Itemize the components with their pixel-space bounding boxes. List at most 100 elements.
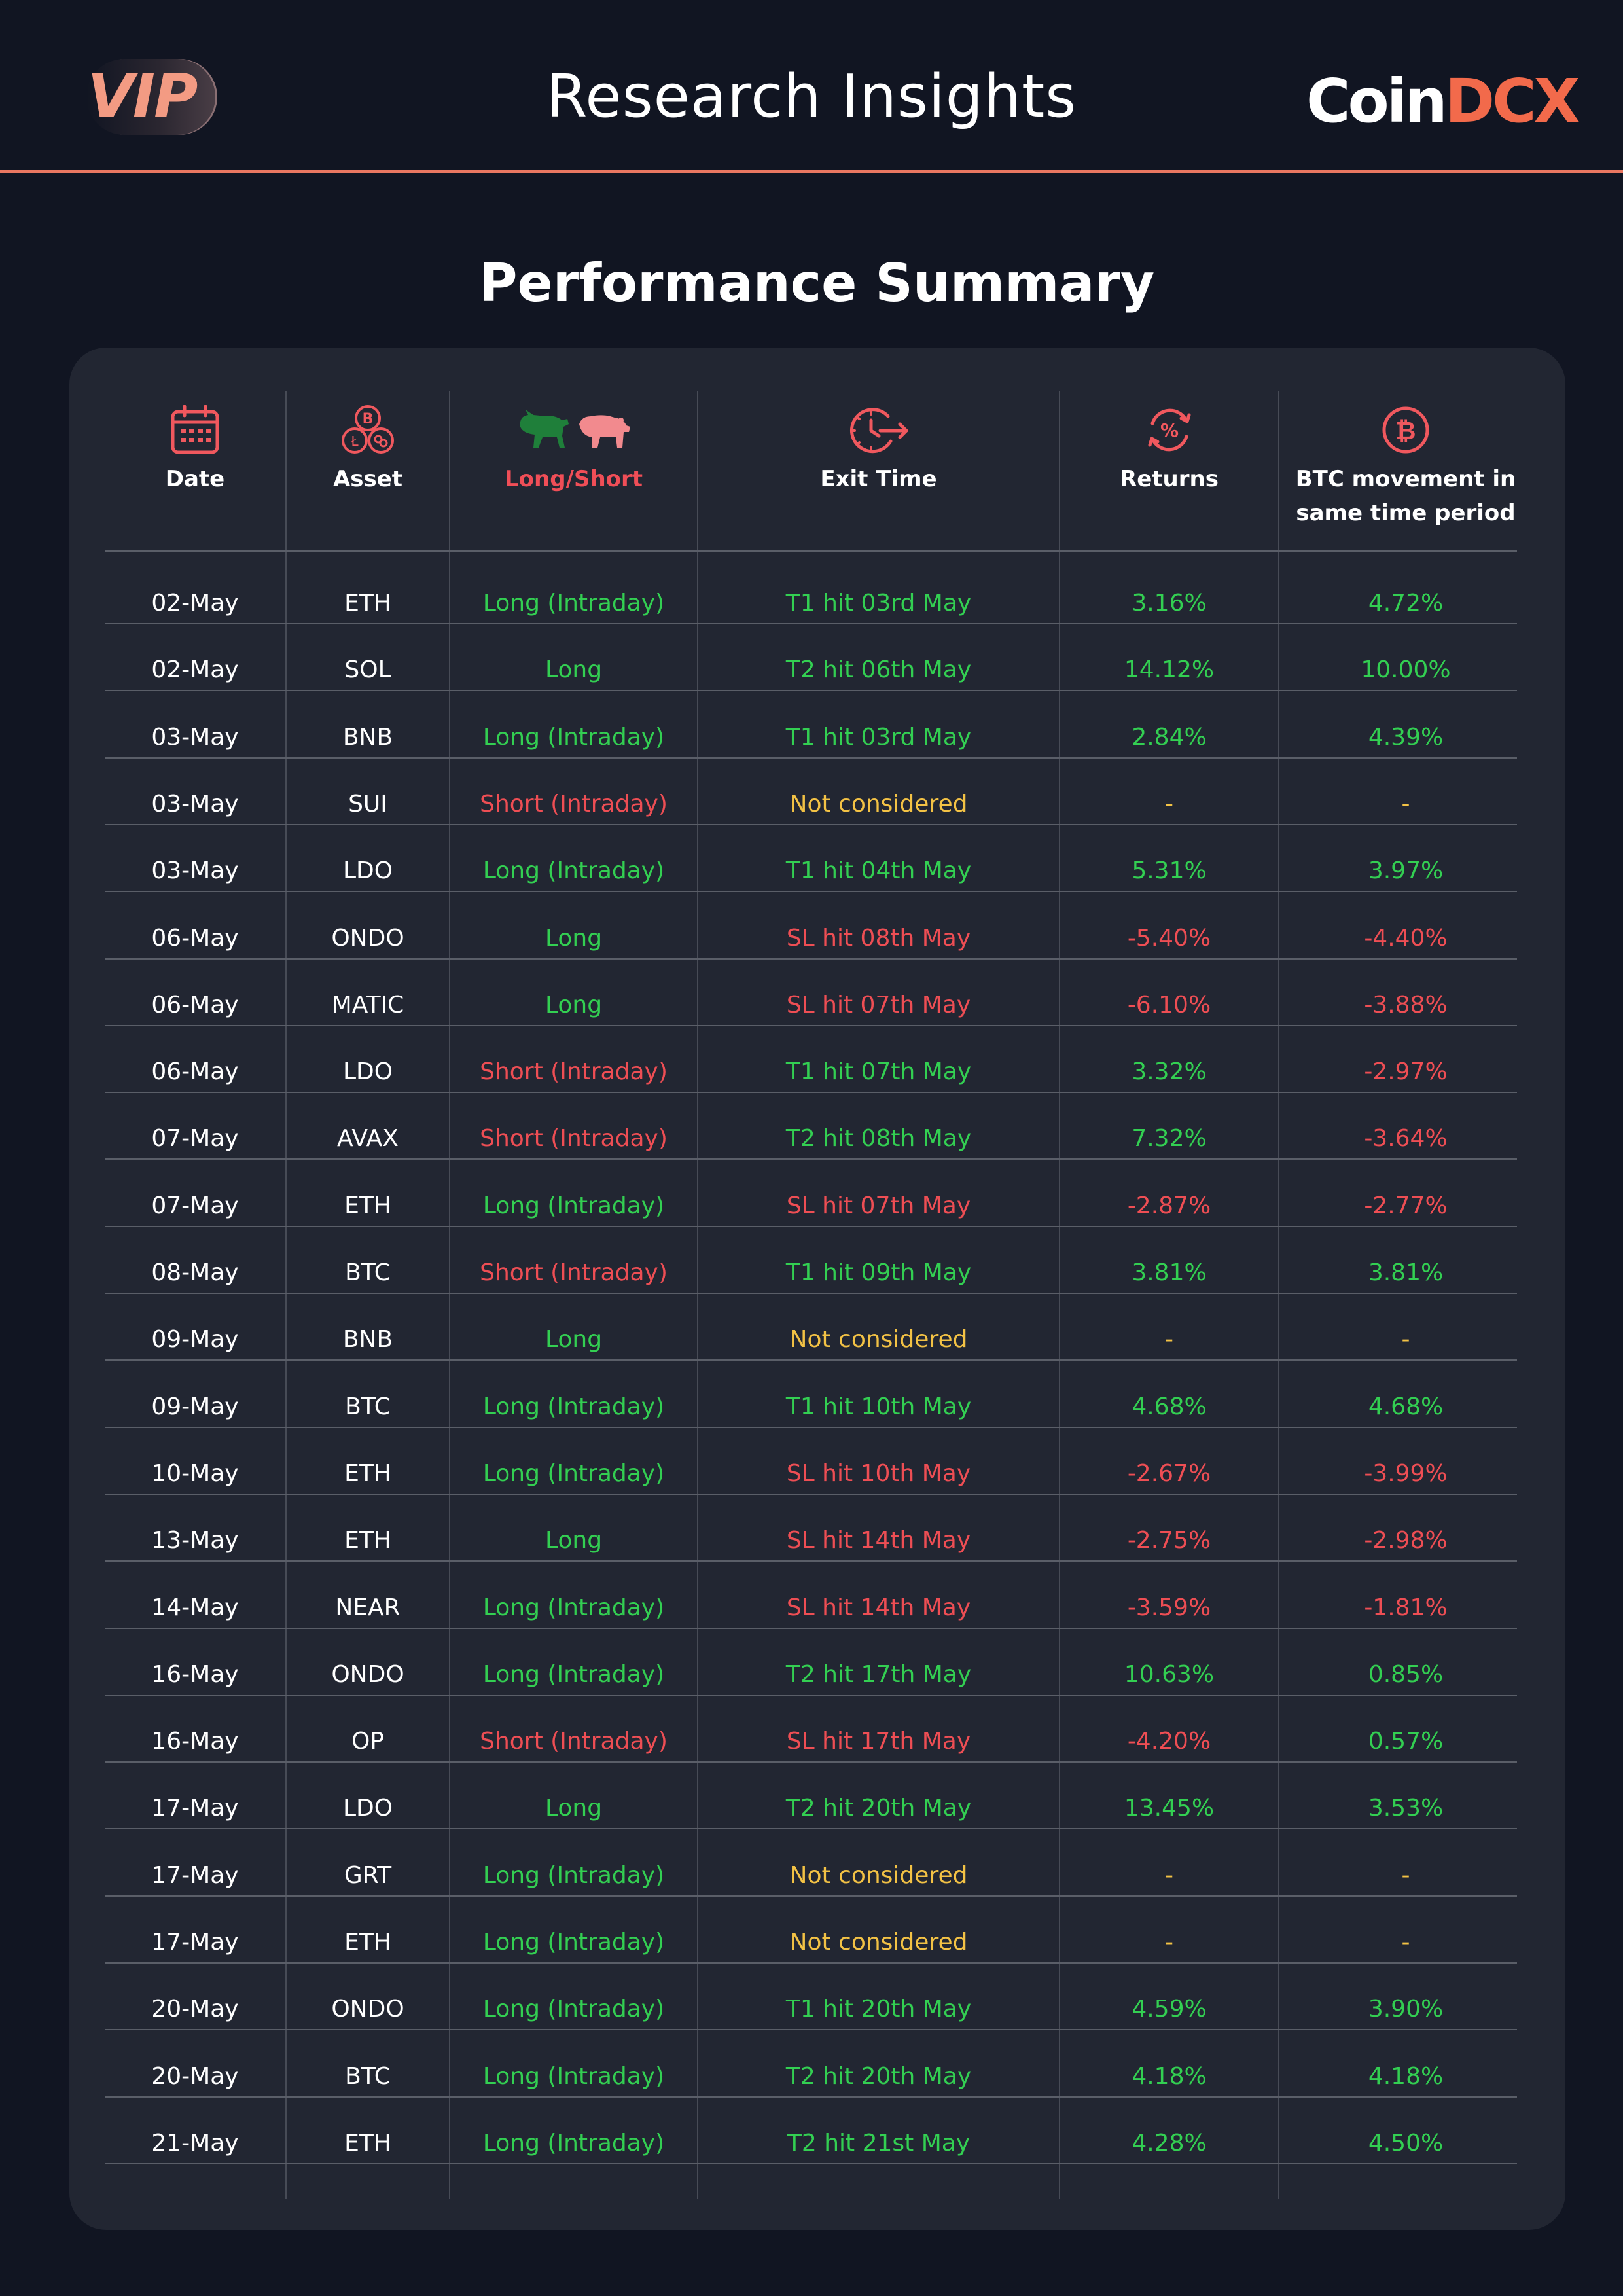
table-cell-asset: ONDO <box>331 1996 404 2022</box>
table-cell-date: 07-May <box>151 1193 239 1219</box>
table-cell-returns: - <box>1165 1929 1173 1956</box>
table-row-divider <box>105 757 1517 759</box>
table-cell-date: 14-May <box>151 1594 239 1621</box>
column-header-label: Exit Time <box>820 466 937 492</box>
table-cell-exit: SL hit 07th May <box>786 1193 971 1219</box>
table-row-divider <box>105 623 1517 624</box>
table-cell-returns: - <box>1165 1326 1173 1353</box>
table-cell-side: Short (Intraday) <box>480 1728 668 1755</box>
table-cell-side: Long (Intraday) <box>482 1193 665 1219</box>
table-cell-returns: 13.45% <box>1124 1795 1215 1821</box>
column-divider <box>1278 391 1279 2199</box>
table-cell-btc: 4.18% <box>1368 2063 1444 2090</box>
column-header-btc-movement: ₿ BTC movement in same time period <box>1279 393 1532 550</box>
table-row-divider <box>105 1092 1517 1093</box>
table-cell-exit: SL hit 07th May <box>786 992 971 1018</box>
table-cell-returns: 4.28% <box>1132 2130 1207 2157</box>
table-cell-date: 21-May <box>151 2130 239 2157</box>
table-cell-btc: 3.81% <box>1368 1259 1444 1286</box>
column-header-exit-time: Exit Time <box>698 393 1059 550</box>
table-cell-date: 16-May <box>151 1728 239 1755</box>
table-cell-date: 02-May <box>151 590 239 617</box>
table-cell-btc: 0.57% <box>1368 1728 1444 1755</box>
table-cell-date: 07-May <box>151 1125 239 1152</box>
table-cell-exit: SL hit 14th May <box>786 1527 971 1554</box>
column-header-label: Long/Short <box>504 466 643 492</box>
table-cell-asset: ETH <box>344 1193 391 1219</box>
table-cell-btc: - <box>1401 1862 1410 1889</box>
table-row-divider <box>105 1427 1517 1428</box>
table-cell-asset: AVAX <box>337 1125 399 1152</box>
column-header-label: Asset <box>332 466 403 492</box>
table-cell-date: 16-May <box>151 1661 239 1688</box>
header-title: Research Insights <box>546 62 1077 131</box>
table-cell-returns: -2.75% <box>1127 1527 1211 1554</box>
section-title: Performance Summary <box>478 253 1155 314</box>
table-cell-date: 06-May <box>151 925 239 952</box>
table-row-divider <box>105 824 1517 825</box>
table-cell-date: 09-May <box>151 1393 239 1420</box>
table-cell-btc: -3.64% <box>1364 1125 1448 1152</box>
table-cell-btc: -1.81% <box>1364 1594 1448 1621</box>
header-divider <box>0 170 1623 173</box>
table-cell-asset: OP <box>351 1728 385 1755</box>
table-cell-asset: LDO <box>342 857 393 884</box>
table-cell-date: 20-May <box>151 1996 239 2022</box>
table-cell-btc: 3.97% <box>1368 857 1444 884</box>
table-cell-returns: 4.59% <box>1132 1996 1207 2022</box>
table-row-divider <box>105 1628 1517 1629</box>
table-cell-side: Long (Intraday) <box>482 1996 665 2022</box>
table-cell-btc: 4.50% <box>1368 2130 1444 2157</box>
table-row-divider <box>105 1761 1517 1763</box>
table-cell-btc: - <box>1401 791 1410 817</box>
table-cell-returns: -3.59% <box>1127 1594 1211 1621</box>
table-cell-date: 08-May <box>151 1259 239 1286</box>
column-header-label: BTC movement in same time period <box>1295 466 1516 526</box>
table-cell-exit: T2 hit 06th May <box>785 656 972 683</box>
table-cell-exit: T1 hit 09th May <box>785 1259 972 1286</box>
table-cell-returns: 3.16% <box>1132 590 1207 617</box>
table-cell-date: 17-May <box>151 1929 239 1956</box>
table-cell-btc: - <box>1401 1929 1410 1956</box>
table-cell-side: Long (Intraday) <box>482 2063 665 2090</box>
table-cell-exit: T1 hit 03rd May <box>785 590 972 617</box>
table-cell-side: Long <box>544 992 603 1018</box>
table-row-divider <box>105 958 1517 960</box>
column-divider <box>1059 391 1060 2199</box>
table-cell-btc: 4.39% <box>1368 724 1444 751</box>
table-cell-btc: -3.99% <box>1364 1460 1448 1487</box>
percent-cycle-icon: % <box>1060 402 1278 458</box>
table-cell-side: Long (Intraday) <box>482 1460 665 1487</box>
table-cell-asset: LDO <box>342 1058 393 1085</box>
table-cell-btc: -2.97% <box>1364 1058 1448 1085</box>
table-cell-asset: ETH <box>344 1460 391 1487</box>
clock-exit-icon <box>698 402 1059 458</box>
column-header-label: Date <box>165 466 225 492</box>
table-cell-side: Short (Intraday) <box>480 1058 668 1085</box>
table-cell-returns: -2.87% <box>1127 1193 1211 1219</box>
header-row-divider <box>105 550 1517 552</box>
table-cell-date: 13-May <box>151 1527 239 1554</box>
table-cell-exit: T2 hit 21st May <box>787 2130 971 2157</box>
table-cell-date: 17-May <box>151 1795 239 1821</box>
table-cell-exit: T2 hit 20th May <box>785 1795 972 1821</box>
table-cell-returns: 4.68% <box>1132 1393 1207 1420</box>
column-divider <box>285 391 287 2199</box>
vip-badge: VIP <box>86 59 217 135</box>
table-cell-returns: 10.63% <box>1124 1661 1215 1688</box>
table-cell-side: Long (Intraday) <box>482 1393 665 1420</box>
table-cell-exit: Not considered <box>789 1862 968 1889</box>
table-cell-asset: BTC <box>345 1393 391 1420</box>
table-cell-exit: T1 hit 20th May <box>785 1996 972 2022</box>
table-cell-side: Long (Intraday) <box>482 1929 665 1956</box>
table-cell-exit: T1 hit 10th May <box>785 1393 972 1420</box>
table-row-divider <box>105 2163 1517 2164</box>
table-cell-side: Long (Intraday) <box>482 2130 665 2157</box>
table-cell-returns: 7.32% <box>1132 1125 1207 1152</box>
table-row-divider <box>105 1226 1517 1227</box>
table-cell-exit: SL hit 17th May <box>786 1728 971 1755</box>
table-cell-btc: - <box>1401 1326 1410 1353</box>
table-cell-asset: ONDO <box>331 1661 404 1688</box>
table-row-divider <box>105 1962 1517 1964</box>
table-cell-asset: LDO <box>342 1795 393 1821</box>
